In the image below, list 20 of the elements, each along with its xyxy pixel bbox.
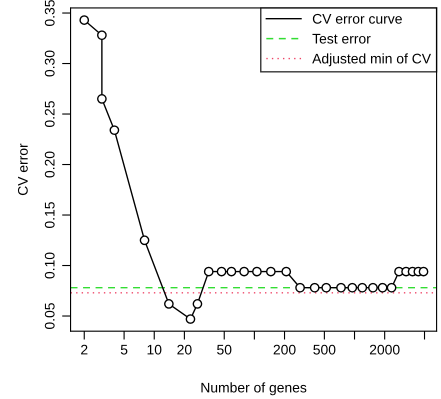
x-tick-label: 50 xyxy=(217,344,232,355)
x-tick-label: 20 xyxy=(177,344,192,355)
x-tick-label: 200 xyxy=(274,344,296,355)
y-tick-label: 0.15 xyxy=(44,202,55,228)
legend-label: CV error curve xyxy=(312,14,402,24)
y-tick-label: 0.35 xyxy=(44,0,55,26)
x-axis-title: Number of genes xyxy=(201,382,306,396)
y-tick-label: 0.20 xyxy=(44,152,55,178)
y-tick-label: 0.05 xyxy=(44,303,55,329)
x-tick-label: 10 xyxy=(148,344,162,355)
y-tick-label: 0.25 xyxy=(44,101,55,127)
x-tick-label: 2 xyxy=(81,344,88,354)
x-tick-label: 5 xyxy=(120,344,128,355)
x-tick-label: 500 xyxy=(313,344,336,355)
legend-label: Test error xyxy=(312,34,371,44)
legend-label: Adjusted min of CV xyxy=(312,53,431,66)
y-tick-label: 0.30 xyxy=(44,50,55,76)
x-tick-label: 2000 xyxy=(370,344,400,355)
y-tick-label: 0.10 xyxy=(44,252,55,278)
y-axis-title: CV error xyxy=(18,144,28,196)
